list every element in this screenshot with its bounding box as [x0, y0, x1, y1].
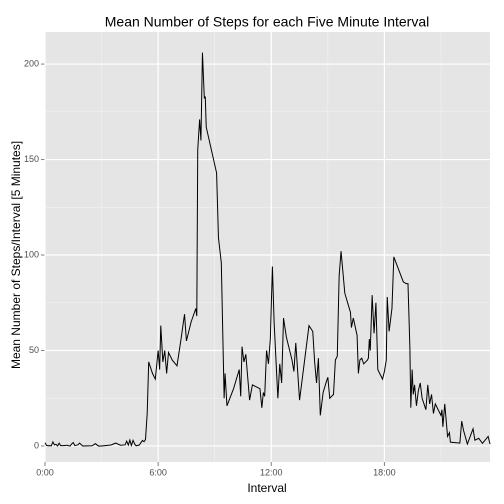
x-tick-label: 18:00	[373, 467, 396, 477]
y-tick-label: 0	[34, 440, 39, 450]
chart-title: Mean Number of Steps for each Five Minut…	[105, 14, 429, 30]
x-axis-label: Interval	[247, 481, 286, 495]
y-tick-label: 100	[24, 249, 39, 259]
y-tick-label: 50	[29, 345, 39, 355]
x-tick-label: 12:00	[260, 467, 283, 477]
y-tick-label: 200	[24, 58, 39, 68]
y-tick-label: 150	[24, 154, 39, 164]
data-line	[44, 52, 491, 448]
x-tick-label: 6:00	[149, 467, 167, 477]
y-axis-label: Mean Number of Steps/Interval [5 Minutes…	[9, 141, 23, 369]
x-tick-label: 0:00	[36, 467, 54, 477]
plot-panel	[45, 32, 490, 462]
